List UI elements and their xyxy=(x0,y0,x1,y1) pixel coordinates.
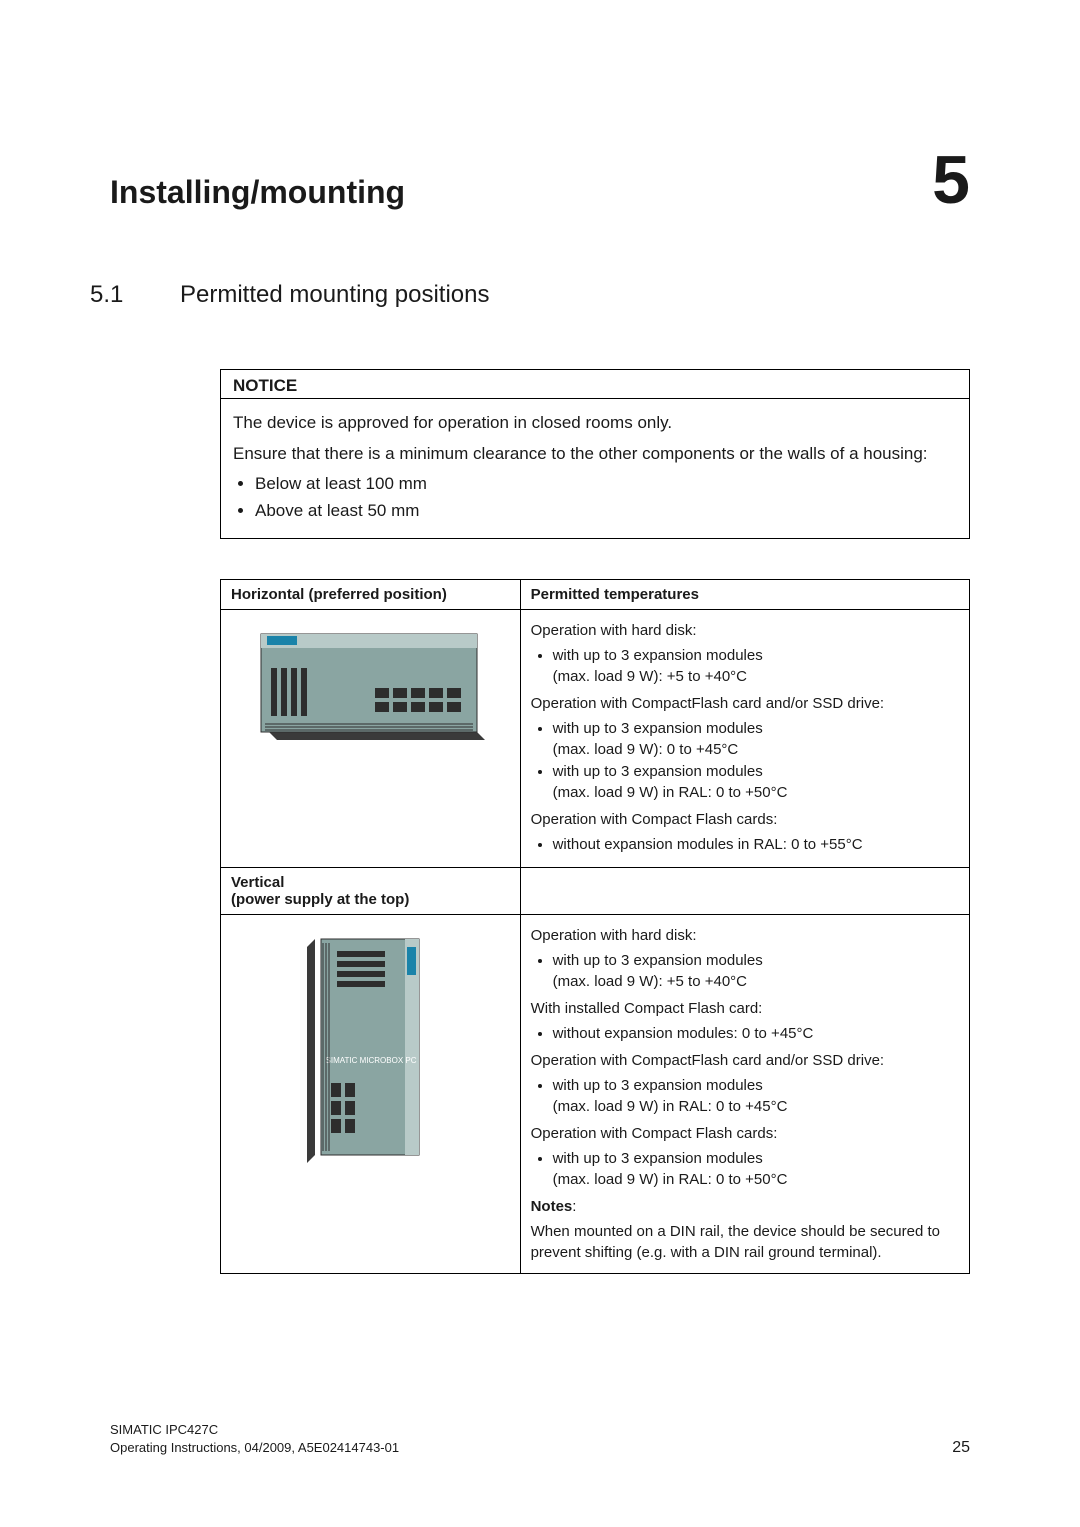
section-number: 5.1 xyxy=(90,281,180,309)
device-horizontal-icon xyxy=(255,628,485,746)
temp-bullet: with up to 3 expansion modules (max. loa… xyxy=(553,645,959,687)
table-row: SIMATIC MICROBOX PC xyxy=(221,914,970,1273)
device-vertical-icon: SIMATIC MICROBOX PC xyxy=(301,933,439,1163)
temp-line: Operation with CompactFlash card and/or … xyxy=(531,693,959,714)
temp-bullet: without expansion modules in RAL: 0 to +… xyxy=(553,834,959,855)
table-row: Operation with hard disk: with up to 3 e… xyxy=(221,609,970,867)
temp-line: Operation with Compact Flash cards: xyxy=(531,809,959,830)
notice-box: NOTICE The device is approved for operat… xyxy=(220,369,970,539)
notice-line: The device is approved for operation in … xyxy=(233,411,957,436)
position-figure-cell xyxy=(221,609,521,867)
temp-bullet: with up to 3 expansion modules (max. loa… xyxy=(553,950,959,992)
permitted-temperatures-cell: Operation with hard disk: with up to 3 e… xyxy=(520,914,969,1273)
temp-bullet: with up to 3 expansion modules (max. loa… xyxy=(553,1148,959,1190)
temp-line: Operation with hard disk: xyxy=(531,925,959,946)
notice-bullet: Above at least 50 mm xyxy=(255,499,957,524)
temp-bullet: without expansion modules: 0 to +45°C xyxy=(553,1023,959,1044)
notice-body: The device is approved for operation in … xyxy=(221,399,969,538)
table-row: Vertical (power supply at the top) xyxy=(221,867,970,914)
chapter-number: 5 xyxy=(932,150,970,211)
temp-bullet: with up to 3 expansion modules (max. loa… xyxy=(553,1075,959,1117)
temp-line: Operation with hard disk: xyxy=(531,620,959,641)
section-title: Permitted mounting positions xyxy=(180,281,490,309)
table-header-cell: Horizontal (preferred position) xyxy=(221,579,521,609)
footer-product: SIMATIC IPC427C xyxy=(110,1421,399,1439)
mounting-positions-table: Horizontal (preferred position) Permitte… xyxy=(220,579,970,1274)
page-footer: SIMATIC IPC427C Operating Instructions, … xyxy=(110,1421,970,1457)
temp-line: Operation with Compact Flash cards: xyxy=(531,1123,959,1144)
notes-label: Notes: xyxy=(531,1196,959,1217)
chapter-header: Installing/mounting 5 xyxy=(110,150,970,211)
temp-bullet: with up to 3 expansion modules (max. loa… xyxy=(553,718,959,760)
chapter-title: Installing/mounting xyxy=(110,174,405,211)
device-label: SIMATIC MICROBOX PC xyxy=(326,1056,417,1065)
document-page: Installing/mounting 5 5.1 Permitted moun… xyxy=(0,0,1080,1527)
footer-docinfo: Operating Instructions, 04/2009, A5E0241… xyxy=(110,1439,399,1457)
position-figure-cell: SIMATIC MICROBOX PC xyxy=(221,914,521,1273)
section-header: 5.1 Permitted mounting positions xyxy=(90,281,970,309)
notice-heading: NOTICE xyxy=(221,370,969,399)
table-header-row: Horizontal (preferred position) Permitte… xyxy=(221,579,970,609)
temp-bullet: with up to 3 expansion modules (max. loa… xyxy=(553,761,959,803)
table-header-cell: Permitted temperatures xyxy=(520,579,969,609)
device-vertical-figure: SIMATIC MICROBOX PC xyxy=(231,921,510,1171)
notice-line: Ensure that there is a minimum clearance… xyxy=(233,442,957,467)
temp-line: Operation with CompactFlash card and/or … xyxy=(531,1050,959,1071)
position-label-cell: Vertical (power supply at the top) xyxy=(221,867,521,914)
device-horizontal-figure xyxy=(231,616,510,754)
notice-bullet: Below at least 100 mm xyxy=(255,472,957,497)
notes-text: When mounted on a DIN rail, the device s… xyxy=(531,1221,959,1263)
permitted-temperatures-cell: Operation with hard disk: with up to 3 e… xyxy=(520,609,969,867)
temp-line: With installed Compact Flash card: xyxy=(531,998,959,1019)
footer-left: SIMATIC IPC427C Operating Instructions, … xyxy=(110,1421,399,1457)
empty-cell xyxy=(520,867,969,914)
footer-page-number: 25 xyxy=(952,1439,970,1457)
